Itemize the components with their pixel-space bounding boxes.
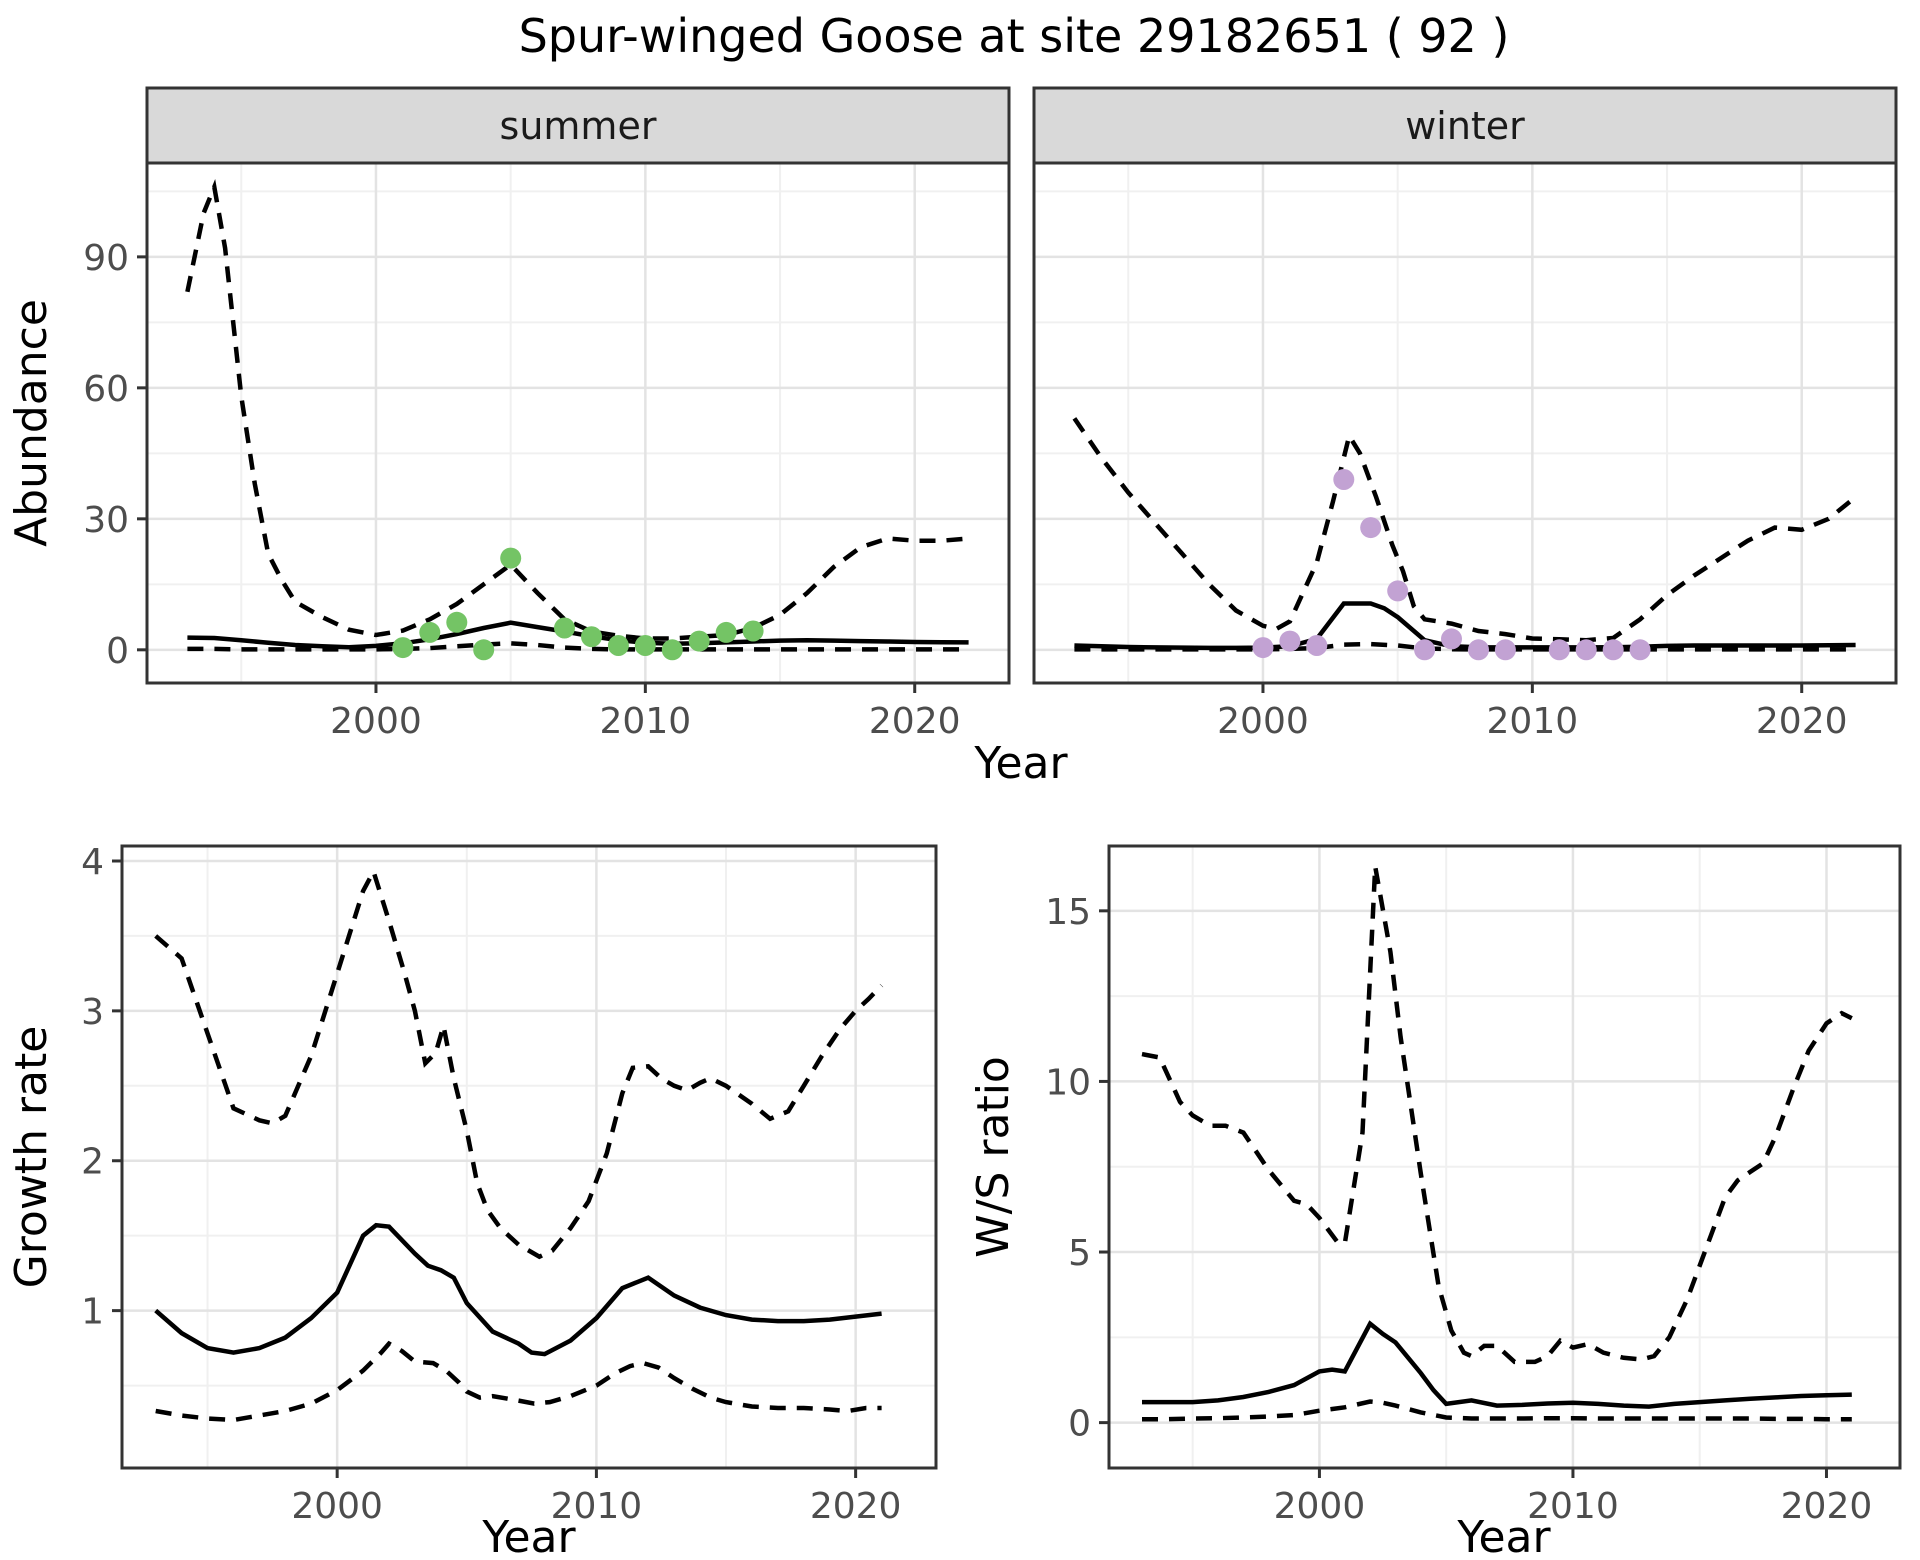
data-point-winter_observations xyxy=(1333,469,1355,490)
x-tick-label: 2020 xyxy=(869,701,961,742)
x-axis-title-top: Year xyxy=(973,738,1068,789)
data-point-summer_observations xyxy=(473,639,495,661)
y-tick-label: 3 xyxy=(81,992,104,1033)
x-tick-label: 2010 xyxy=(551,1486,643,1527)
page-title: Spur-winged Goose at site 29182651 ( 92 … xyxy=(519,9,1510,63)
ticks-abundance_winter: 2000 2010 2020 xyxy=(1217,683,1848,742)
x-tick-label: 2000 xyxy=(1274,1486,1366,1527)
data-point-winter_observations xyxy=(1494,639,1516,661)
x-tick-label: 2000 xyxy=(1217,701,1309,742)
data-point-winter_observations xyxy=(1602,639,1624,661)
y-tick-label: 0 xyxy=(106,631,129,672)
strip-background xyxy=(145,86,1011,165)
data-point-summer_observations xyxy=(581,626,602,648)
x-axis-title-growth-rate: Year xyxy=(481,1512,576,1560)
x-axis-title-ws-ratio: Year xyxy=(1456,1512,1551,1560)
strip-background xyxy=(1032,86,1898,165)
series-abundance_summer xyxy=(185,178,969,661)
panel-border xyxy=(145,161,1011,685)
y-axis-title-abundance: Abundance xyxy=(6,299,57,547)
data-point-summer_observations xyxy=(661,639,683,661)
grid-growth_rate xyxy=(122,846,936,1468)
lower_ci-line xyxy=(187,641,969,652)
data-point-winter_observations xyxy=(1468,639,1489,661)
upper_ci-line xyxy=(185,178,969,641)
data-point-winter_observations xyxy=(1252,637,1274,659)
data-point-summer_observations xyxy=(607,635,629,656)
panel-border xyxy=(1107,844,1902,1470)
y-tick-label: 90 xyxy=(83,238,129,279)
strip-label-winter: winter xyxy=(1405,104,1525,148)
x-tick-label: 2010 xyxy=(600,701,692,742)
x-tick-label: 2020 xyxy=(810,1486,902,1527)
data-point-winter_observations xyxy=(1279,630,1301,652)
lower_ci-line xyxy=(155,1340,882,1423)
y-tick-label: 2 xyxy=(81,1142,104,1183)
ticks-abundance_summer: 2000 2010 2020 0 30 60 90 xyxy=(83,238,960,742)
y-tick-label: 4 xyxy=(81,842,104,883)
data-point-winter_observations xyxy=(1629,639,1651,661)
panel-abundance-winter: 2000 2010 2020 xyxy=(1032,161,1898,742)
facet-strip-summer: summer xyxy=(145,86,1011,165)
y-tick-label: 0 xyxy=(1068,1404,1091,1445)
x-tick-label: 2010 xyxy=(1487,701,1579,742)
data-point-summer_observations xyxy=(634,635,656,656)
x-tick-label: 2020 xyxy=(1756,701,1848,742)
ticks-ws_ratio: 2000 2010 2020 0 5 10 15 xyxy=(1045,892,1872,1527)
x-tick-label: 2020 xyxy=(1781,1486,1873,1527)
data-point-winter_observations xyxy=(1387,580,1409,602)
x-tick-label: 2010 xyxy=(1527,1486,1619,1527)
grid-ws_ratio xyxy=(1109,846,1900,1468)
data-point-summer_observations xyxy=(688,630,710,652)
y-tick-label: 10 xyxy=(1045,1062,1091,1103)
data-point-summer_observations xyxy=(715,621,737,643)
panel-ws-ratio: 2000 2010 2020 0 5 10 15 xyxy=(1045,844,1902,1527)
x-tick-label: 2000 xyxy=(330,701,422,742)
lower_ci-line xyxy=(1074,641,1856,652)
series-ws_ratio xyxy=(1141,866,1853,1422)
upper_ci-line xyxy=(1072,417,1858,643)
data-point-winter_observations xyxy=(1548,639,1570,661)
data-point-winter_observations xyxy=(1306,635,1328,656)
data-point-summer_observations xyxy=(392,637,414,659)
y-tick-label: 60 xyxy=(83,369,129,410)
median-line xyxy=(187,620,969,650)
data-point-winter_observations xyxy=(1441,628,1462,650)
y-tick-label: 5 xyxy=(1068,1233,1091,1274)
data-point-winter_observations xyxy=(1360,517,1382,539)
ticks-growth_rate: 2000 2010 2020 1 2 3 4 xyxy=(81,842,901,1527)
grid-abundance_winter xyxy=(1034,163,1896,683)
data-point-summer_observations xyxy=(446,611,468,633)
panel-border xyxy=(120,844,938,1470)
panel-abundance-summer: 2000 2010 2020 0 30 60 90 xyxy=(83,161,1011,742)
data-point-summer_observations xyxy=(742,620,764,642)
median-line xyxy=(154,1222,882,1357)
panel-border xyxy=(1032,161,1898,685)
panel-growth-rate: 2000 2010 2020 1 2 3 4 xyxy=(81,842,938,1527)
median-line xyxy=(1142,1320,1852,1409)
y-tick-label: 15 xyxy=(1045,892,1091,933)
series-growth_rate xyxy=(154,865,884,1423)
upper_ci-line xyxy=(154,865,884,1260)
data-point-summer_observations xyxy=(500,547,522,569)
lower_ci-line xyxy=(1142,1399,1852,1422)
x-tick-label: 2000 xyxy=(291,1486,383,1527)
y-axis-title-growth-rate: Growth rate xyxy=(6,1026,57,1289)
data-point-summer_observations xyxy=(554,617,575,639)
grid-abundance_summer xyxy=(147,163,1009,683)
data-point-summer_observations xyxy=(419,621,441,643)
y-tick-label: 1 xyxy=(81,1292,104,1333)
y-tick-label: 30 xyxy=(83,500,129,541)
y-axis-title-ws-ratio: W/S ratio xyxy=(968,1056,1019,1258)
data-point-winter_observations xyxy=(1414,639,1436,661)
series-abundance_winter xyxy=(1072,417,1858,661)
data-point-winter_observations xyxy=(1575,639,1597,661)
facet-strip-winter: winter xyxy=(1032,86,1898,165)
strip-label-summer: summer xyxy=(500,104,657,148)
